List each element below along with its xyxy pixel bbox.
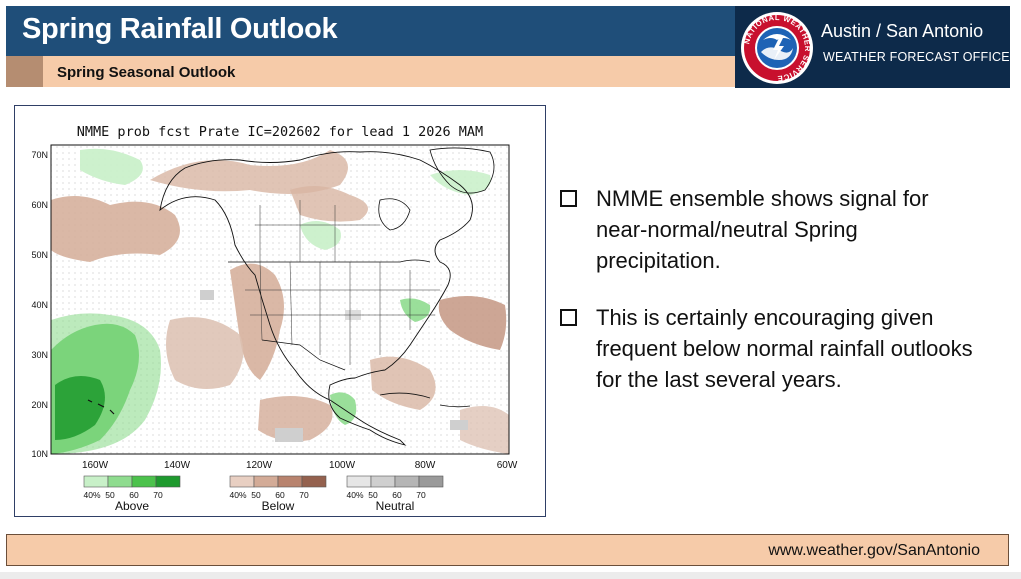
below-region-northpacific <box>51 196 180 262</box>
legend-tick-label: 40% <box>346 490 363 500</box>
coastline-caribbean <box>379 392 471 408</box>
below-region-atlantic <box>438 296 507 350</box>
below-region-eastpacific <box>166 317 244 389</box>
lon-label: 60W <box>497 460 518 471</box>
lon-label: 100W <box>329 460 356 471</box>
legend-swatch <box>83 475 109 488</box>
page-subtitle: Spring Seasonal Outlook <box>57 64 236 81</box>
legend-swatch <box>418 475 444 488</box>
lat-label: 40N <box>31 300 48 310</box>
nws-logo-icon: NATIONAL WEATHER SERVICE <box>741 12 813 84</box>
lon-label: 80W <box>415 460 436 471</box>
longitude-labels: 160W 140W 120W 100W 80W 60W <box>82 460 518 471</box>
legend-tick-label: 50 <box>251 490 261 500</box>
border-us-mexico <box>261 339 346 371</box>
legend-swatch <box>370 475 396 488</box>
legend-swatch <box>107 475 133 488</box>
lat-label: 70N <box>31 150 48 160</box>
checkbox-bullet-icon <box>560 309 577 326</box>
legend-swatch <box>394 475 420 488</box>
lat-label: 30N <box>31 350 48 360</box>
lon-label: 140W <box>164 460 191 471</box>
bullet-item: NMME ensemble shows signal for near-norm… <box>560 183 980 276</box>
above-region-northeast <box>400 298 431 322</box>
lat-label: 60N <box>31 200 48 210</box>
latitude-labels: 70N 60N 50N 40N 30N 20N 10N <box>31 150 48 459</box>
coastline-hudson-bay <box>378 198 411 231</box>
slide-bottom-strip <box>0 572 1021 579</box>
province-lines <box>255 200 380 262</box>
legend-swatch <box>277 475 303 488</box>
outlook-map: 70N 60N 50N 40N 30N 20N 10N 160W 140W 12… <box>31 144 518 513</box>
below-region-westus <box>230 263 284 380</box>
office-name: Austin / San Antonio <box>821 21 984 41</box>
legend-tick-label: 60 <box>275 490 285 500</box>
footer-bar: www.weather.gov/SanAntonio <box>6 534 1009 566</box>
coastline-greenland <box>429 147 495 194</box>
legend-swatch <box>346 475 372 488</box>
legend-swatch <box>301 475 327 488</box>
bullet-text: This is certainly encouraging given freq… <box>596 305 973 392</box>
above-region-hawaii-core <box>55 376 105 440</box>
legend-tick-label: 70 <box>299 490 309 500</box>
legend-tick-label: 40% <box>229 490 246 500</box>
subtitle-bar <box>6 56 735 87</box>
page-title: Spring Rainfall Outlook <box>22 13 338 45</box>
bullet-text: NMME ensemble shows signal for near-norm… <box>596 186 929 273</box>
neutral-patch-1 <box>275 428 303 442</box>
lat-label: 50N <box>31 250 48 260</box>
below-region-caribbean <box>370 356 436 410</box>
legend-category-label: Below <box>262 499 295 513</box>
legend-swatch <box>253 475 279 488</box>
office-subtitle: WEATHER FORECAST OFFICE <box>823 50 1010 64</box>
office-banner: NATIONAL WEATHER SERVICE Austin / San An… <box>735 6 1010 88</box>
state-lines <box>245 261 440 365</box>
lat-label: 10N <box>31 449 48 459</box>
above-region-canada <box>300 221 341 250</box>
legend-tick-label: 40% <box>83 490 100 500</box>
above-region-arctic <box>80 148 143 185</box>
legend-category-label: Above <box>115 499 149 513</box>
legend-tick-label: 60 <box>392 490 402 500</box>
map-title: NMME prob fcst Prate IC=202602 for lead … <box>76 124 484 140</box>
lon-label: 120W <box>246 460 273 471</box>
legend-category-label: Neutral <box>376 499 415 513</box>
legend-tick-label: 70 <box>153 490 163 500</box>
legend-tick-label: 60 <box>129 490 139 500</box>
neutral-patch-3 <box>450 420 468 430</box>
subtitle-accent-strip <box>6 56 43 87</box>
lat-label: 20N <box>31 400 48 410</box>
coastline-north-america <box>159 151 473 446</box>
coastline-hawaii <box>87 399 115 415</box>
above-region-atlantic-north <box>430 170 491 195</box>
checkbox-bullet-icon <box>560 190 577 207</box>
below-region-alaska <box>150 150 348 194</box>
legend-swatch <box>131 475 157 488</box>
neutral-patch-2 <box>200 290 214 300</box>
border-us-canada <box>228 259 431 263</box>
legend-tick-label: 50 <box>105 490 115 500</box>
title-bar: Spring Rainfall Outlook <box>6 6 735 56</box>
below-region-canada-north <box>290 186 368 222</box>
legend-swatch <box>229 475 255 488</box>
bullet-item: This is certainly encouraging given freq… <box>560 302 980 395</box>
bullet-list: NMME ensemble shows signal for near-norm… <box>560 183 980 421</box>
legend-swatch <box>155 475 181 488</box>
lon-label: 160W <box>82 460 109 471</box>
below-region-southeast <box>460 406 509 454</box>
footer-url-link[interactable]: www.weather.gov/SanAntonio <box>768 542 980 559</box>
legend-tick-label: 50 <box>368 490 378 500</box>
legend-tick-label: 70 <box>416 490 426 500</box>
